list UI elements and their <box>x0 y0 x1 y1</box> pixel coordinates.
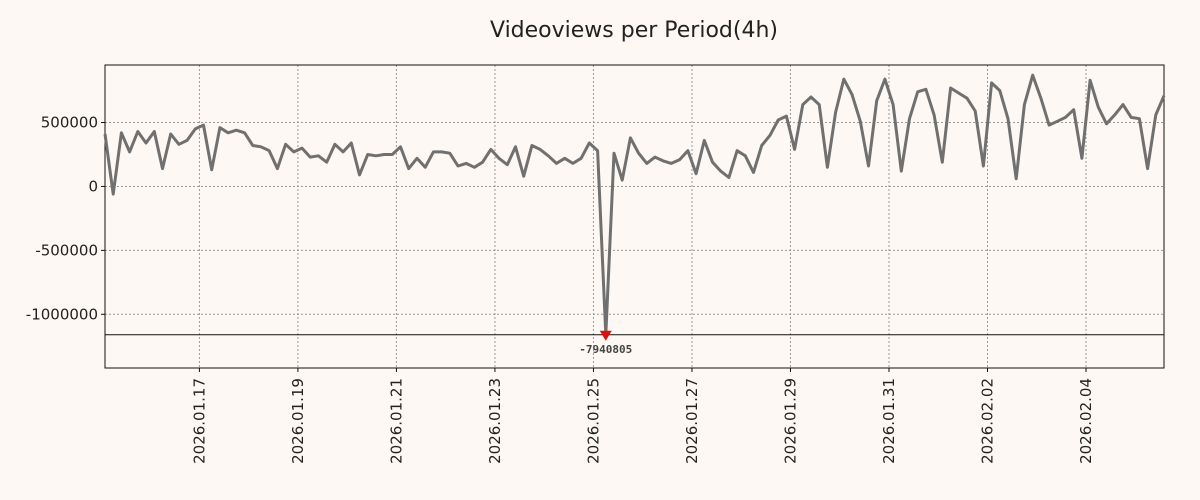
x-tick-label: 2026.01.31 <box>880 378 898 464</box>
series-line-videoviews <box>103 73 1166 337</box>
y-tick-label: -1000000 <box>26 305 98 323</box>
y-tick-label: 500000 <box>41 114 98 132</box>
x-tick-label: 2026.01.21 <box>387 378 405 464</box>
y-tick-label: -500000 <box>35 241 98 259</box>
x-tick-label: 2026.01.19 <box>289 378 307 464</box>
x-tick-label: 2026.01.29 <box>781 378 799 464</box>
axis-ticks: 500000 0 -500000 -1000000 2026.01.17 2026.01.… <box>26 114 1095 464</box>
clipped-value-marker <box>599 330 612 341</box>
x-tick-label: 2026.02.04 <box>1077 378 1095 464</box>
series-group <box>103 73 1166 337</box>
y-tick-label: 0 <box>88 177 98 195</box>
grid <box>105 65 1164 368</box>
clipped-value-label: -7940805 <box>579 343 632 356</box>
annotation-group: -7940805 <box>579 330 632 356</box>
plot-frame <box>104 64 1165 369</box>
x-tick-label: 2026.01.25 <box>584 378 602 464</box>
x-tick-label: 2026.01.17 <box>190 378 208 464</box>
chart-title: Videoviews per Period(4h) <box>490 18 778 43</box>
x-tick-label: 2026.01.23 <box>486 378 504 464</box>
x-tick-label: 2026.02.02 <box>979 378 997 464</box>
x-tick-label: 2026.01.27 <box>683 378 701 464</box>
